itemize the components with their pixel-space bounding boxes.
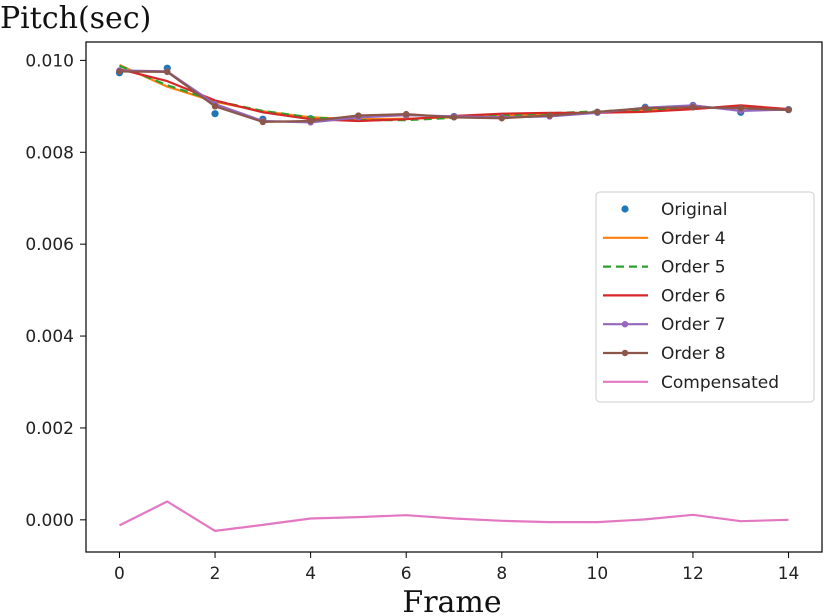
x-axis-title: Frame bbox=[402, 585, 501, 616]
legend-label: Order 8 bbox=[661, 344, 726, 364]
y-tick-label: 0.004 bbox=[25, 327, 74, 347]
legend-label: Order 4 bbox=[661, 229, 726, 249]
legend-marker bbox=[621, 321, 629, 328]
y-tick-label: 0.008 bbox=[25, 143, 74, 163]
data-point-order-8 bbox=[211, 103, 219, 110]
legend-label: Original bbox=[661, 200, 728, 220]
data-point-original bbox=[211, 110, 219, 118]
legend-marker bbox=[621, 205, 629, 213]
data-point-order-8 bbox=[641, 104, 649, 112]
x-tick-label: 2 bbox=[210, 564, 221, 584]
axis-ticks: 0 2 4 6 8 10 12 14 0.000 0.002 0.004 0.006 0.008 0.01… bbox=[25, 51, 799, 584]
data-point-order-8 bbox=[259, 118, 267, 126]
data-point-order-8 bbox=[594, 108, 601, 116]
data-point-order-8 bbox=[498, 115, 505, 122]
series-compensated bbox=[119, 500, 789, 533]
data-point-order-8 bbox=[164, 68, 171, 76]
y-tick-label: 0.006 bbox=[25, 235, 74, 255]
data-point-order-8 bbox=[450, 114, 458, 121]
legend-item-order-6: Order 6 bbox=[603, 286, 726, 306]
x-tick-label: 6 bbox=[401, 564, 412, 584]
y-tick-label: 0.010 bbox=[25, 51, 74, 71]
x-tick-label: 10 bbox=[587, 564, 609, 584]
legend-label: Compensated bbox=[661, 373, 779, 393]
legend: Original Order 4 Order 5 Order 6 Order 7 Or… bbox=[595, 191, 815, 403]
data-point-order-8 bbox=[546, 112, 553, 119]
x-tick-label: 8 bbox=[496, 564, 507, 584]
data-point-order-8 bbox=[116, 68, 123, 75]
data-point-order-8 bbox=[307, 117, 314, 125]
legend-label: Order 6 bbox=[661, 286, 726, 306]
data-point-order-8 bbox=[737, 104, 744, 112]
data-point-order-8 bbox=[785, 106, 792, 114]
legend-label: Order 5 bbox=[661, 258, 726, 278]
data-point-order-8 bbox=[403, 110, 410, 118]
data-point-order-8 bbox=[355, 112, 362, 119]
y-tick-label: 0.002 bbox=[25, 419, 74, 439]
y-tick-label: 0.000 bbox=[25, 511, 74, 531]
series-line-compensated bbox=[119, 500, 789, 533]
legend-box bbox=[595, 191, 815, 403]
x-tick-label: 14 bbox=[778, 564, 800, 584]
legend-item-order-4: Order 4 bbox=[603, 229, 726, 249]
legend-item-order-8: Order 8 bbox=[603, 344, 726, 364]
x-tick-label: 4 bbox=[305, 564, 316, 584]
legend-marker bbox=[621, 349, 629, 357]
legend-label: Order 7 bbox=[661, 315, 726, 335]
x-tick-label: 0 bbox=[114, 564, 125, 584]
legend-item-compensated: Compensated bbox=[603, 373, 779, 393]
data-point-order-8 bbox=[689, 104, 697, 111]
x-tick-label: 12 bbox=[682, 564, 704, 584]
legend-item-order-7: Order 7 bbox=[603, 315, 726, 335]
series-order-8 bbox=[116, 68, 792, 126]
series-layer bbox=[115, 63, 793, 533]
legend-item-original: Original bbox=[621, 200, 728, 220]
y-axis-title: Pitch(sec) bbox=[0, 1, 151, 36]
legend-item-order-5: Order 5 bbox=[603, 258, 726, 278]
